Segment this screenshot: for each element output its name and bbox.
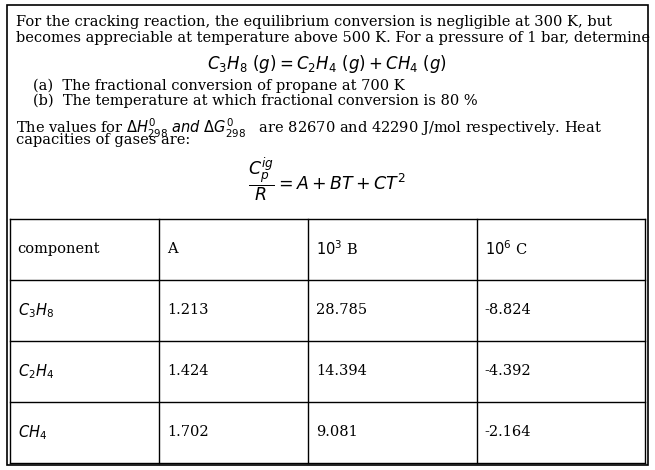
Text: $10^3$ B: $10^3$ B <box>316 240 358 259</box>
Text: 1.424: 1.424 <box>167 364 208 378</box>
Text: $C_2H_4$: $C_2H_4$ <box>18 362 54 381</box>
Text: The values for $\Delta H^0_{298}$ $\mathit{and}$ $\Delta G^0_{298}$   are 82670 : The values for $\Delta H^0_{298}$ $\math… <box>16 117 603 140</box>
Text: (b)  The temperature at which fractional conversion is 80 %: (b) The temperature at which fractional … <box>33 94 477 109</box>
Text: For the cracking reaction, the equilibrium conversion is negligible at 300 K, bu: For the cracking reaction, the equilibri… <box>16 15 612 29</box>
Text: 1.702: 1.702 <box>167 425 208 439</box>
Text: 1.213: 1.213 <box>167 303 208 317</box>
Text: $\dfrac{C_p^{ig}}{R} = A + BT + CT^2$: $\dfrac{C_p^{ig}}{R} = A + BT + CT^2$ <box>248 156 407 204</box>
Text: 14.394: 14.394 <box>316 364 367 378</box>
Text: 28.785: 28.785 <box>316 303 367 317</box>
Text: -4.392: -4.392 <box>485 364 531 378</box>
Text: $C_3H_8\ (g) = C_2H_4\ (g) + CH_4\ (g)$: $C_3H_8\ (g) = C_2H_4\ (g) + CH_4\ (g)$ <box>208 53 447 75</box>
Text: $CH_4$: $CH_4$ <box>18 423 47 442</box>
Text: -8.824: -8.824 <box>485 303 531 317</box>
Text: becomes appreciable at temperature above 500 K. For a pressure of 1 bar, determi: becomes appreciable at temperature above… <box>16 31 650 45</box>
Text: -2.164: -2.164 <box>485 425 531 439</box>
Text: A: A <box>167 242 178 256</box>
Text: $C_3H_8$: $C_3H_8$ <box>18 301 54 320</box>
Text: 9.081: 9.081 <box>316 425 358 439</box>
Text: component: component <box>18 242 100 256</box>
Text: $10^6$ C: $10^6$ C <box>485 240 527 259</box>
Text: capacities of gases are:: capacities of gases are: <box>16 133 191 147</box>
Text: (a)  The fractional conversion of propane at 700 K: (a) The fractional conversion of propane… <box>33 78 405 93</box>
